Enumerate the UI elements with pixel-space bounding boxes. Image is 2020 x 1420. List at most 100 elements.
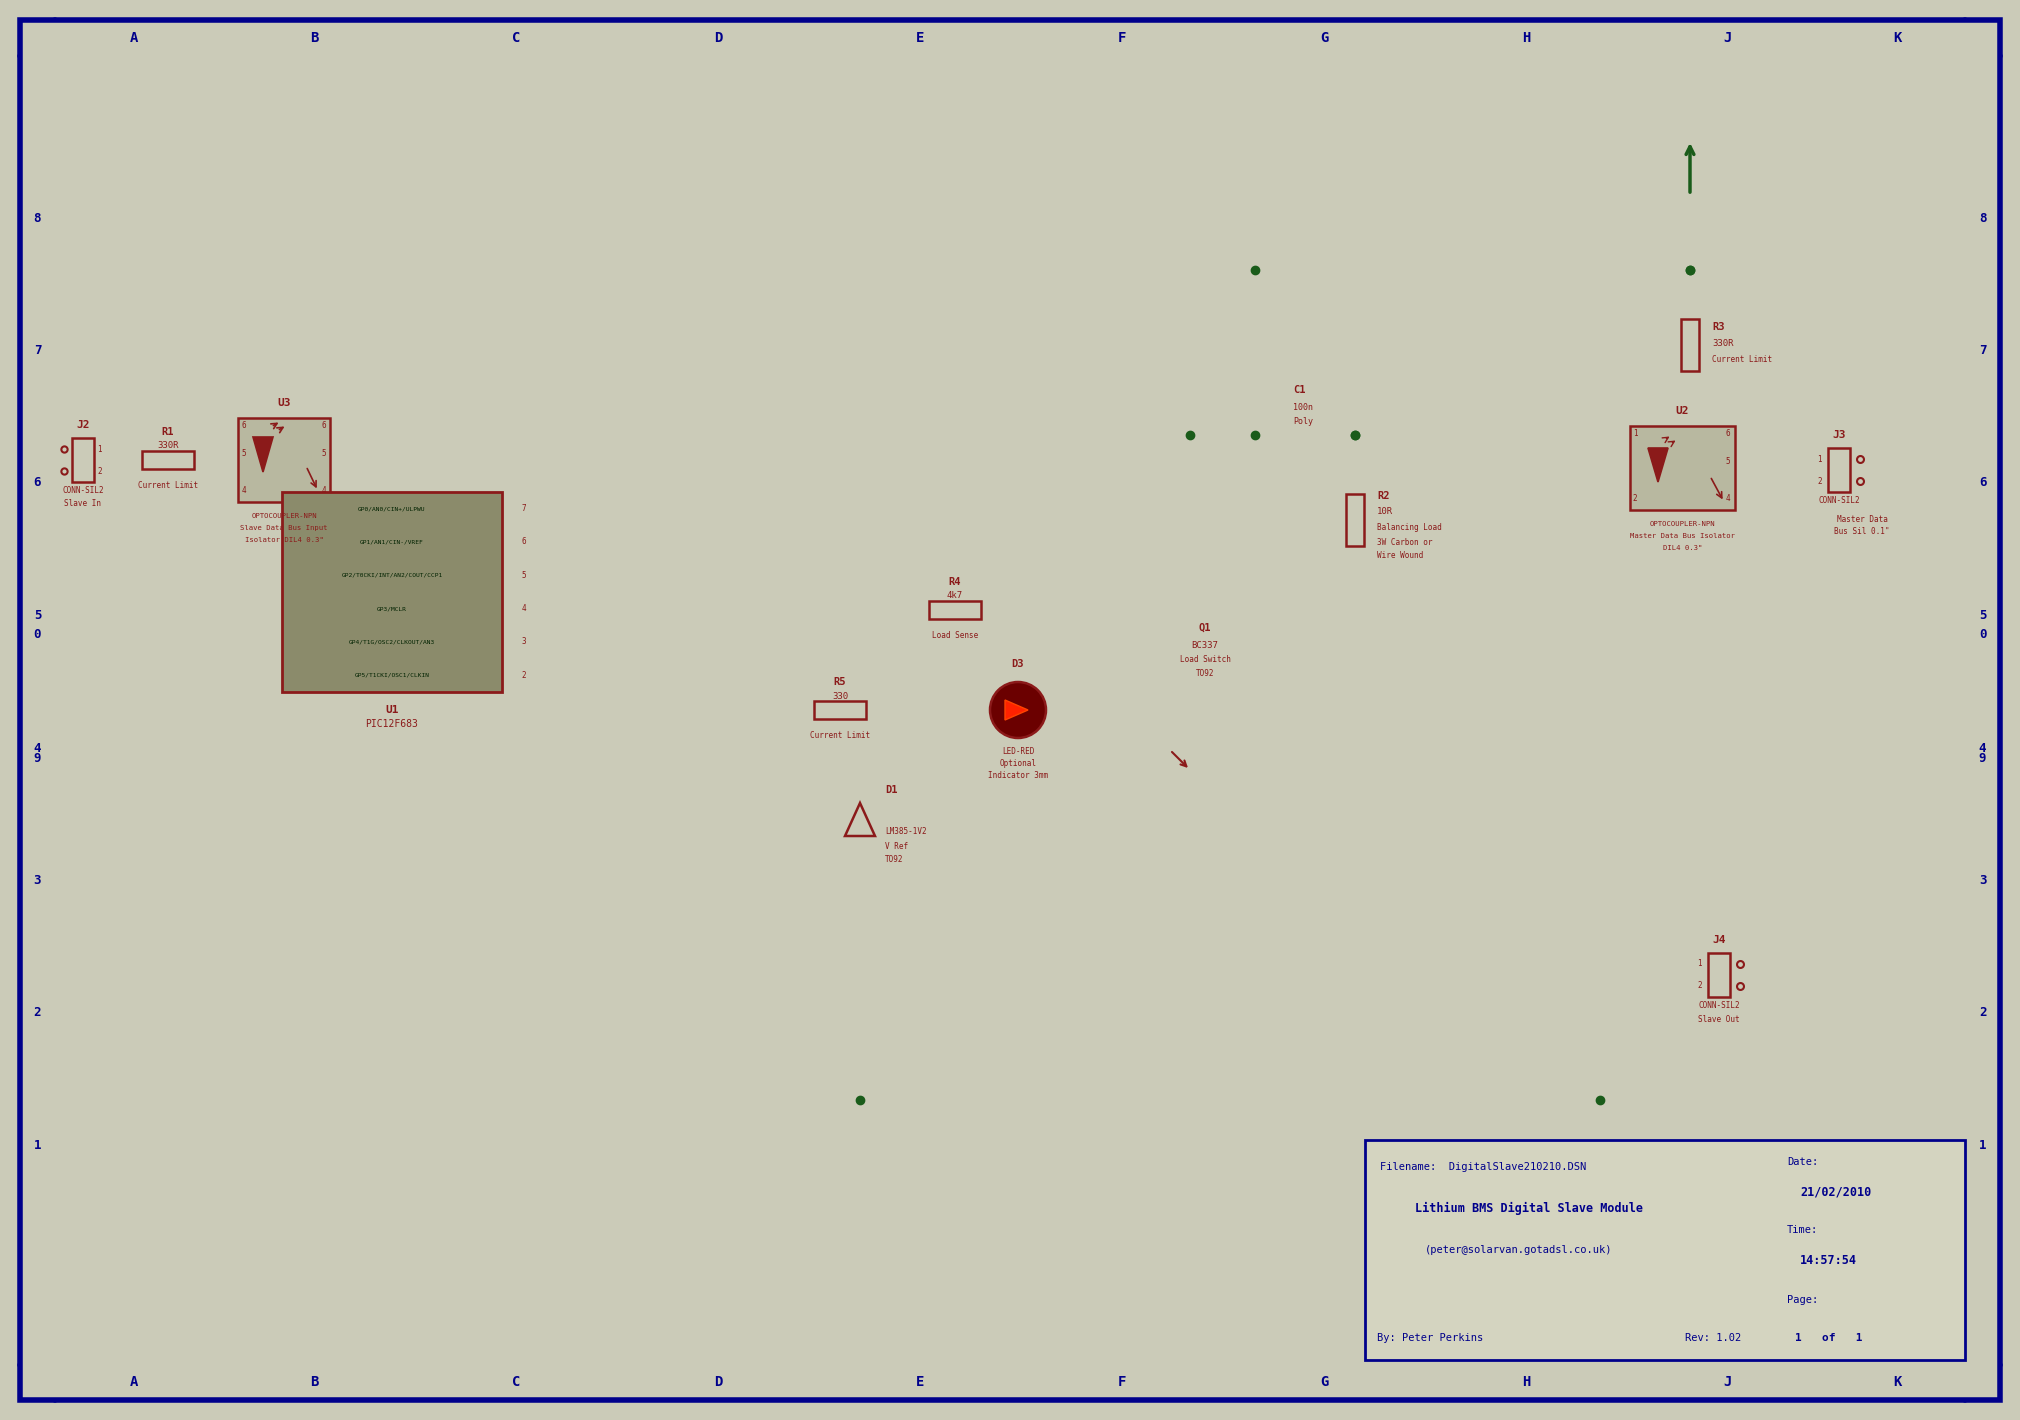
Text: H: H (1521, 31, 1531, 45)
Polygon shape (1630, 426, 1735, 510)
Text: 2: 2 (97, 467, 101, 476)
Text: GP4/T1G/OSC2/CLKOUT/AN3: GP4/T1G/OSC2/CLKOUT/AN3 (349, 639, 434, 645)
Text: 2: 2 (521, 670, 527, 680)
Text: Wire Wound: Wire Wound (1378, 551, 1424, 561)
Text: 9: 9 (34, 753, 40, 765)
Text: Current Limit: Current Limit (810, 731, 871, 740)
Text: Lithium BMS Digital Slave Module: Lithium BMS Digital Slave Module (1414, 1201, 1642, 1214)
Text: C1: C1 (1293, 385, 1305, 395)
Text: 4: 4 (1725, 494, 1731, 503)
Text: Time:: Time: (1788, 1225, 1818, 1235)
Polygon shape (1709, 953, 1729, 997)
Text: 1: 1 (1818, 454, 1822, 463)
Text: 2: 2 (34, 1007, 40, 1020)
Polygon shape (1366, 1140, 1965, 1360)
Text: 4: 4 (34, 741, 40, 754)
Text: 6: 6 (242, 420, 246, 429)
Text: J4: J4 (1713, 934, 1725, 944)
Text: 10R: 10R (1378, 507, 1394, 517)
Polygon shape (814, 701, 867, 719)
Text: H: H (1521, 1376, 1531, 1390)
Text: 6: 6 (521, 538, 527, 547)
Text: Q1: Q1 (1198, 623, 1212, 633)
Text: G: G (1319, 1376, 1329, 1390)
Text: CONN-SIL2: CONN-SIL2 (1818, 496, 1860, 504)
Polygon shape (1681, 320, 1699, 371)
Polygon shape (929, 601, 982, 619)
Text: By: Peter Perkins: By: Peter Perkins (1378, 1333, 1483, 1343)
Text: GP2/T0CKI/INT/AN2/COUT/CCP1: GP2/T0CKI/INT/AN2/COUT/CCP1 (341, 572, 442, 578)
Text: 2: 2 (1632, 494, 1638, 503)
Text: D1: D1 (885, 785, 897, 795)
Text: Bus Sil 0.1": Bus Sil 0.1" (1834, 527, 1891, 537)
Text: 2: 2 (1697, 981, 1703, 991)
Text: 0: 0 (34, 628, 40, 640)
Text: F: F (1117, 31, 1127, 45)
Text: 5: 5 (242, 449, 246, 457)
Polygon shape (1345, 494, 1364, 547)
Text: TO92: TO92 (885, 855, 903, 865)
Text: U1: U1 (386, 704, 398, 716)
Text: 9: 9 (1980, 753, 1986, 765)
Text: GP3/MCLR: GP3/MCLR (378, 606, 406, 611)
Text: K: K (1893, 1376, 1901, 1390)
Text: 4: 4 (321, 486, 327, 494)
Text: U3: U3 (277, 398, 291, 408)
Polygon shape (283, 491, 503, 692)
Text: J2: J2 (77, 420, 89, 430)
Text: OPTOCOUPLER-NPN: OPTOCOUPLER-NPN (1650, 521, 1715, 527)
Text: (peter@solarvan.gotadsl.co.uk): (peter@solarvan.gotadsl.co.uk) (1424, 1245, 1612, 1255)
Text: 0: 0 (1980, 628, 1986, 640)
Text: 1: 1 (1980, 1139, 1986, 1152)
Text: 1: 1 (97, 444, 101, 453)
Text: 4: 4 (242, 486, 246, 494)
Text: Page:: Page: (1788, 1295, 1818, 1305)
Text: 6: 6 (1980, 477, 1986, 490)
Text: BC337: BC337 (1192, 640, 1218, 649)
Text: G: G (1319, 31, 1329, 45)
Text: R3: R3 (1713, 322, 1725, 332)
Polygon shape (141, 452, 194, 469)
Text: 5: 5 (521, 571, 527, 579)
Text: Slave In: Slave In (65, 498, 101, 507)
Text: 1: 1 (34, 1139, 40, 1152)
Polygon shape (1006, 700, 1028, 720)
Text: Slave Data Bus Input: Slave Data Bus Input (240, 525, 327, 531)
Text: Load Sense: Load Sense (931, 632, 978, 640)
Text: D3: D3 (1012, 659, 1024, 669)
Text: 14:57:54: 14:57:54 (1800, 1254, 1856, 1267)
Text: 5: 5 (321, 449, 327, 457)
Text: Filename:  DigitalSlave210210.DSN: Filename: DigitalSlave210210.DSN (1380, 1162, 1586, 1172)
Text: 3: 3 (1980, 873, 1986, 888)
Text: 5: 5 (1980, 609, 1986, 622)
Text: U2: U2 (1677, 406, 1689, 416)
Text: 21/02/2010: 21/02/2010 (1800, 1186, 1871, 1198)
Text: 330R: 330R (158, 442, 178, 450)
Text: E: E (915, 31, 925, 45)
Text: 330: 330 (832, 692, 848, 700)
Text: 1: 1 (1632, 429, 1638, 437)
Text: 7: 7 (1980, 344, 1986, 356)
Text: 6: 6 (321, 420, 327, 429)
Text: 5: 5 (34, 609, 40, 622)
Text: 330R: 330R (1713, 338, 1733, 348)
Text: Current Limit: Current Limit (137, 481, 198, 490)
Text: B: B (309, 1376, 319, 1390)
Text: OPTOCOUPLER-NPN: OPTOCOUPLER-NPN (250, 513, 317, 518)
Text: J3: J3 (1832, 430, 1846, 440)
Text: R2: R2 (1378, 491, 1390, 501)
Text: R5: R5 (834, 677, 846, 687)
Text: R4: R4 (949, 577, 962, 586)
Text: 6: 6 (1725, 429, 1731, 437)
Polygon shape (20, 20, 2000, 1400)
Text: J: J (1723, 1376, 1733, 1390)
Text: R1: R1 (162, 427, 174, 437)
Text: Current Limit: Current Limit (1713, 355, 1772, 364)
Text: 7: 7 (34, 344, 40, 356)
Text: Poly: Poly (1293, 417, 1313, 426)
Text: Indicator 3mm: Indicator 3mm (988, 771, 1048, 781)
Text: GP0/AN0/CIN+/ULPWU: GP0/AN0/CIN+/ULPWU (358, 506, 426, 511)
Text: 5: 5 (1725, 456, 1731, 466)
Text: A: A (129, 1376, 137, 1390)
Polygon shape (252, 437, 273, 471)
